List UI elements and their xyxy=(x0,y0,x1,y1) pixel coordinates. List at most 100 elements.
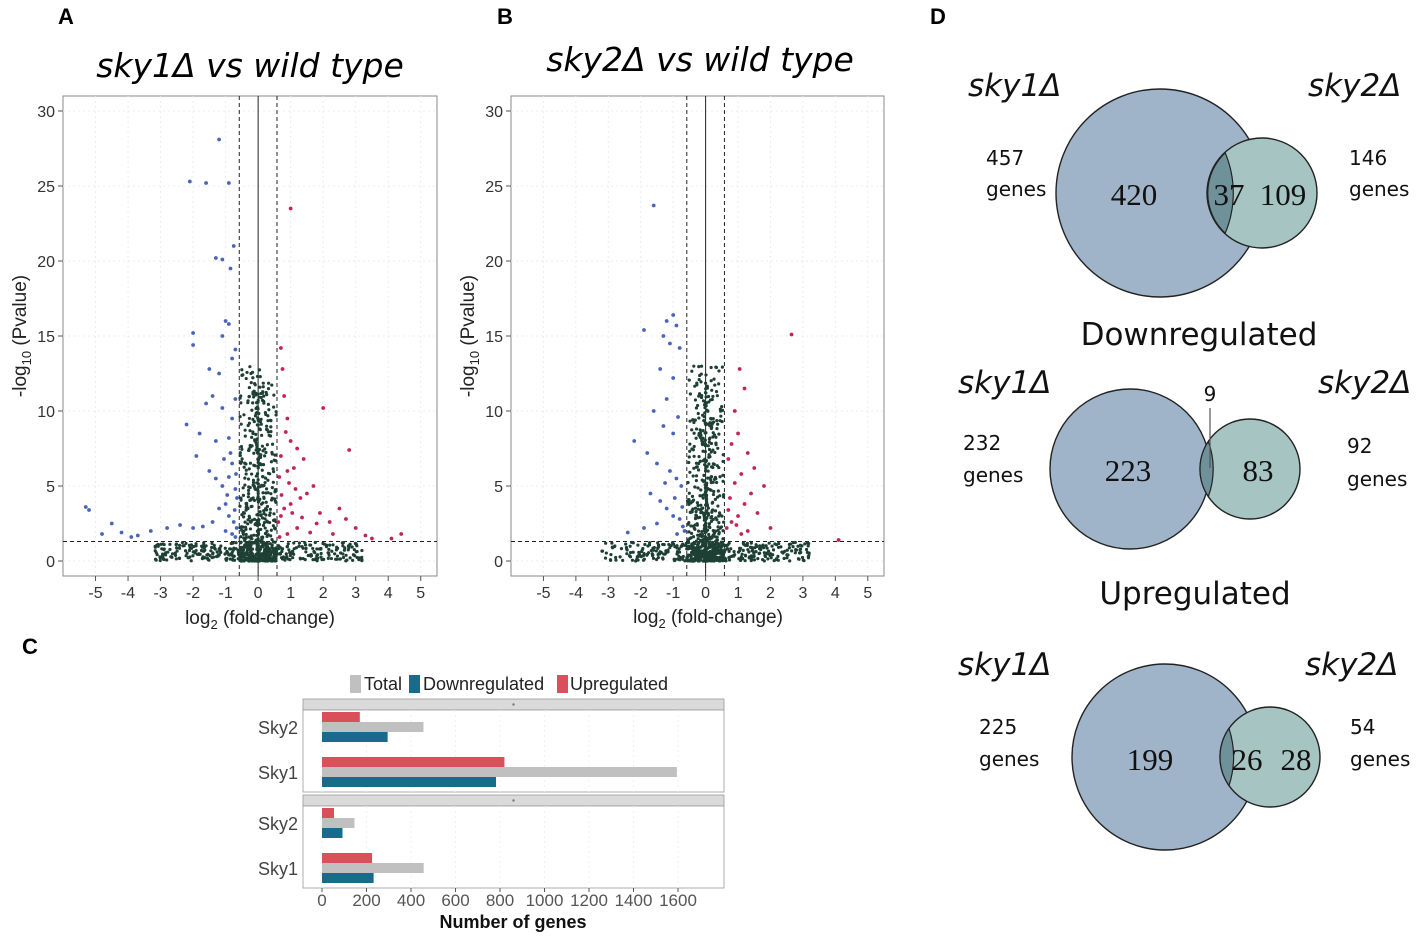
ns-point xyxy=(747,550,751,554)
ns-point xyxy=(806,556,811,560)
ns-point xyxy=(248,498,252,502)
down-point xyxy=(675,532,679,536)
ns-point xyxy=(212,543,216,547)
ns-point xyxy=(227,553,231,557)
ns-point xyxy=(243,543,247,547)
ns-point xyxy=(719,525,724,529)
y-tick-label: 0 xyxy=(46,554,55,571)
ns-point xyxy=(710,397,714,402)
ns-point xyxy=(800,544,804,548)
ns-point xyxy=(215,550,219,554)
ns-point xyxy=(264,412,268,417)
ns-point xyxy=(685,557,689,562)
ns-point xyxy=(319,551,323,556)
bar-total xyxy=(322,818,355,828)
legend-total: Total xyxy=(364,674,402,694)
down-point xyxy=(213,476,218,481)
ns-point xyxy=(711,416,715,421)
ns-point xyxy=(662,542,666,547)
ns-point xyxy=(614,558,618,562)
up-point xyxy=(278,346,283,350)
ns-point xyxy=(274,500,278,504)
ns-point xyxy=(255,437,259,441)
ns-point xyxy=(241,548,245,552)
volcano-a-title-text: sky1Δ vs wild type xyxy=(96,46,404,85)
ns-point xyxy=(714,547,718,551)
ns-point xyxy=(238,451,242,455)
ns-point xyxy=(710,514,714,519)
ns-point xyxy=(238,504,242,508)
y-tick-label: 20 xyxy=(37,254,55,271)
ns-point xyxy=(702,418,706,423)
ns-point xyxy=(253,486,257,491)
ns-point xyxy=(246,423,250,428)
ns-point xyxy=(239,535,243,539)
ns-point xyxy=(790,549,794,553)
venn-all-overlap xyxy=(1207,151,1234,235)
ns-point xyxy=(258,420,263,424)
ns-point xyxy=(701,511,705,515)
ns-point xyxy=(161,557,165,561)
ns-point xyxy=(261,491,265,495)
ns-point xyxy=(360,555,364,559)
ns-point xyxy=(709,365,713,370)
x-tick-label: -2 xyxy=(634,585,648,602)
ns-point xyxy=(693,516,698,521)
ns-point xyxy=(269,460,274,464)
up-point xyxy=(331,532,335,536)
ns-point xyxy=(720,514,724,518)
ns-point xyxy=(697,455,701,459)
ns-point xyxy=(251,496,255,500)
down-point xyxy=(663,481,667,485)
ns-point xyxy=(700,443,705,447)
ns-point xyxy=(719,557,723,561)
ns-point xyxy=(252,498,257,502)
ns-point xyxy=(702,415,706,419)
ns-point xyxy=(628,550,633,555)
ns-point xyxy=(690,447,694,451)
ns-point xyxy=(687,521,691,525)
ns-point xyxy=(283,558,287,562)
venn-down-overlap-count: 9 xyxy=(1204,382,1217,406)
ns-point xyxy=(242,413,246,417)
ns-point xyxy=(714,390,719,394)
ns-point xyxy=(268,520,272,525)
ns-point xyxy=(692,420,696,425)
ns-point xyxy=(749,557,754,562)
down-point xyxy=(217,137,222,142)
ns-point xyxy=(263,447,267,451)
ns-point xyxy=(651,556,656,560)
ns-point xyxy=(694,539,698,543)
ns-point xyxy=(250,559,254,563)
ns-point xyxy=(315,553,320,557)
ns-point xyxy=(243,461,247,465)
ns-point xyxy=(771,548,776,552)
ns-point xyxy=(687,455,691,459)
ns-point xyxy=(238,558,242,562)
down-point xyxy=(210,394,215,398)
ns-point xyxy=(272,512,276,516)
ns-point xyxy=(256,460,260,465)
venn-up-overlap-count: 26 xyxy=(1232,742,1263,777)
up-point xyxy=(736,431,740,436)
ns-point xyxy=(696,516,700,520)
up-point xyxy=(739,472,744,476)
ns-point xyxy=(263,531,268,536)
ns-point xyxy=(806,544,810,548)
ns-point xyxy=(239,422,243,426)
ns-point xyxy=(706,486,710,491)
ns-point xyxy=(699,503,703,507)
ns-point xyxy=(687,460,691,465)
ns-point xyxy=(710,465,714,469)
ns-point xyxy=(681,554,685,559)
bar-facets: Sky2 Sky1 Sky2 Sky1 xyxy=(258,698,725,889)
ns-point xyxy=(704,373,708,377)
ns-point xyxy=(804,547,809,552)
venn-all-right-circle xyxy=(1206,137,1318,249)
ns-point xyxy=(604,541,608,545)
panel-label-c: C xyxy=(22,634,38,659)
y-tick-label: 10 xyxy=(37,404,55,421)
ns-point xyxy=(641,554,645,558)
ns-point xyxy=(246,488,251,492)
